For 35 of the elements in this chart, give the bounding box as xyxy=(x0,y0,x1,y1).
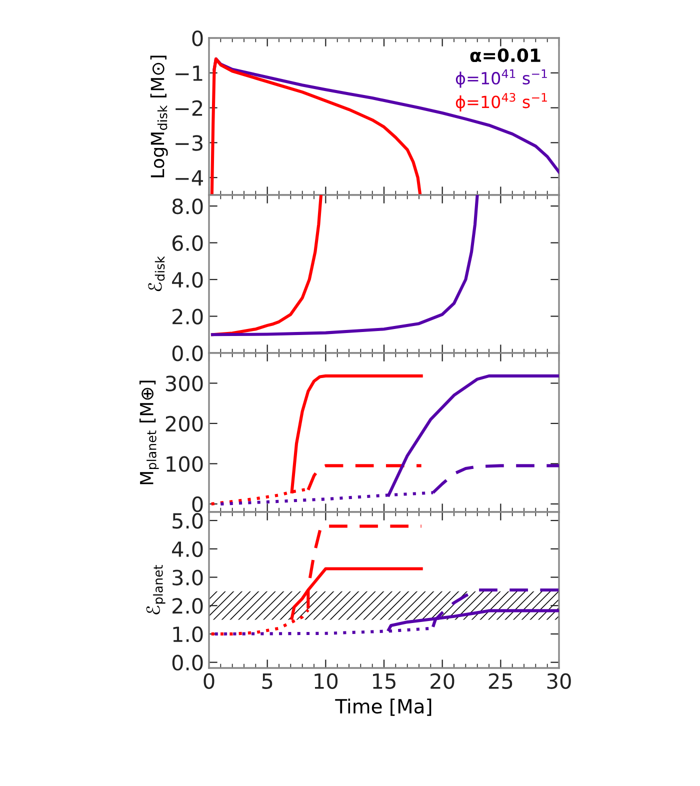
x-tick-label: 0 xyxy=(204,673,214,689)
y-tick-label: 3.0 xyxy=(172,570,203,586)
series-label: ϕ=10$^{41}$ s$^{−1}$ xyxy=(456,69,547,88)
y-tick-label: 300 xyxy=(166,376,203,392)
y-tick-label: 2.0 xyxy=(172,308,203,324)
y-tick-label: −2 xyxy=(176,100,202,116)
y-tick-label: 1.0 xyxy=(173,626,203,642)
y-tick-label: 2.0 xyxy=(172,598,203,614)
x-tick-label: 20 xyxy=(430,673,454,689)
text: ϕ=10$^{43}$ s$^{−1}$ xyxy=(456,92,547,112)
y-axis-title: LogM$_{disk}$ [M⊙] xyxy=(150,56,168,178)
y-tick-label: 6.0 xyxy=(172,235,203,251)
y-tick-label: 8.0 xyxy=(172,198,203,214)
y-tick-label: −4 xyxy=(176,170,203,186)
y-tick-label: 0.0 xyxy=(172,654,203,671)
x-tick-label: 10 xyxy=(314,673,338,689)
y-tick-label: 5.0 xyxy=(172,512,203,529)
y-tick-label: 0 xyxy=(192,496,203,512)
x-tick-label: 15 xyxy=(373,674,396,689)
y-tick-label: 4.0 xyxy=(172,272,203,288)
y-tick-label: 200 xyxy=(166,416,203,432)
y-tick-label: −3 xyxy=(176,135,202,151)
y-tick-label: 0.0 xyxy=(172,345,203,362)
y-axis-title: ℰ$_{planet}$ xyxy=(146,564,166,614)
x-tick-label: 25 xyxy=(488,673,512,689)
y-axis-title: ℰ$_{disk}$ xyxy=(148,256,165,292)
y-tick-label: 4.0 xyxy=(172,541,203,558)
x-tick-label: 5 xyxy=(262,674,272,689)
x-axis-title: Time [Ma] xyxy=(335,698,432,716)
y-tick-label: −1 xyxy=(176,66,202,81)
x-tick-label: 30 xyxy=(547,673,571,689)
y-tick-label: 100 xyxy=(166,456,203,472)
y-tick-label: 0 xyxy=(192,30,203,46)
y-axis-title: M$_{planet}$ [M⊕] xyxy=(140,380,159,484)
annotation: α=0.01 xyxy=(470,48,540,62)
